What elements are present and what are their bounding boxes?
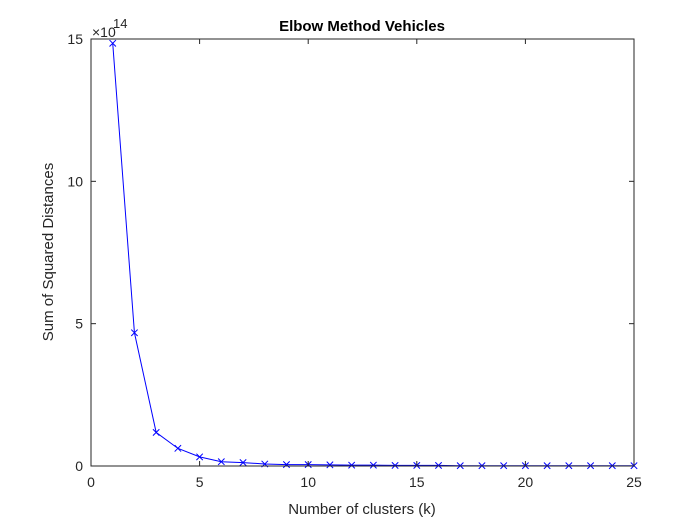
- y-tick-label-3: 15: [67, 31, 83, 47]
- data-point-0-12: [369, 461, 377, 469]
- y-axis-label: Sum of Squared Distances: [40, 163, 57, 341]
- y-exponent-power: 14: [113, 16, 127, 31]
- data-point-0-15: [434, 461, 443, 469]
- axes-layer: [90, 38, 635, 467]
- data-point-0-4: [196, 453, 204, 461]
- data-point-0-13: [391, 461, 399, 469]
- axes-box: [90, 38, 635, 467]
- data-point-0-0: [109, 39, 117, 47]
- data-point-0-6: [239, 459, 247, 467]
- x-tick-label-5: 25: [626, 474, 642, 490]
- x-tick-label-4: 20: [518, 474, 534, 490]
- data-point-0-10: [326, 461, 334, 469]
- chart-title: Elbow Method Vehicles: [279, 18, 445, 35]
- y-tick-label-0: 0: [75, 458, 83, 474]
- data-point-0-3: [174, 444, 182, 452]
- x-axis-label: Number of clusters (k): [288, 501, 436, 518]
- x-tick-label-1: 5: [196, 474, 204, 490]
- plot-area: [91, 39, 634, 466]
- ticks-layer: 0 5 10 15 20 25 0 5 10 15: [67, 31, 642, 490]
- y-tick-label-2: 10: [67, 173, 83, 189]
- y-tick-label-1: 5: [75, 316, 83, 332]
- data-point-0-8: [282, 461, 291, 469]
- y-exponent-base: ×10: [92, 24, 116, 40]
- x-tick-label-2: 10: [300, 474, 316, 490]
- data-point-0-5: [217, 458, 225, 466]
- data-point-0-2: [152, 428, 160, 436]
- x-tick-label-3: 15: [409, 474, 425, 490]
- x-tick-label-0: 0: [87, 474, 95, 490]
- data-point-0-1: [130, 329, 138, 337]
- data-point-0-11: [348, 461, 356, 469]
